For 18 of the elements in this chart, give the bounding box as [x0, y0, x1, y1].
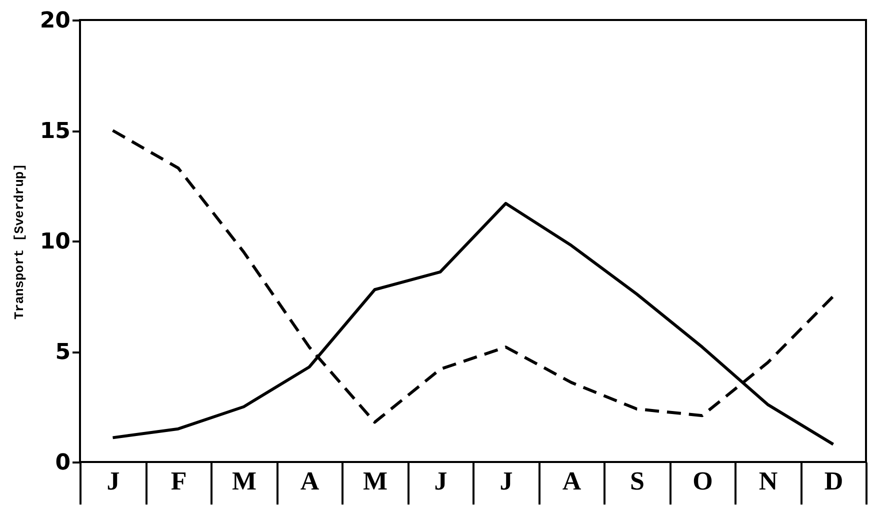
x-tick-label: J: [500, 466, 513, 496]
x-tick-label: J: [106, 466, 120, 496]
x-tick-label: F: [170, 466, 187, 496]
x-tick-label: A: [300, 466, 320, 496]
y-tick-label: 5: [55, 340, 70, 365]
x-tick-label: D: [824, 466, 844, 496]
y-tick-label: 0: [55, 450, 70, 476]
x-tick-label: O: [692, 466, 713, 496]
x-tick-label: S: [630, 466, 644, 496]
y-tick-label: 10: [40, 230, 70, 254]
y-tick-label: 20: [40, 8, 70, 34]
y-tick-label: 15: [40, 119, 70, 144]
x-tick-label: M: [232, 466, 257, 496]
x-tick-label: A: [562, 466, 582, 496]
x-tick-label: M: [362, 466, 388, 496]
x-tick-label: J: [434, 466, 448, 496]
y-axis-title: Transport [Sverdrup]: [12, 163, 27, 320]
x-tick-label: N: [758, 466, 778, 496]
